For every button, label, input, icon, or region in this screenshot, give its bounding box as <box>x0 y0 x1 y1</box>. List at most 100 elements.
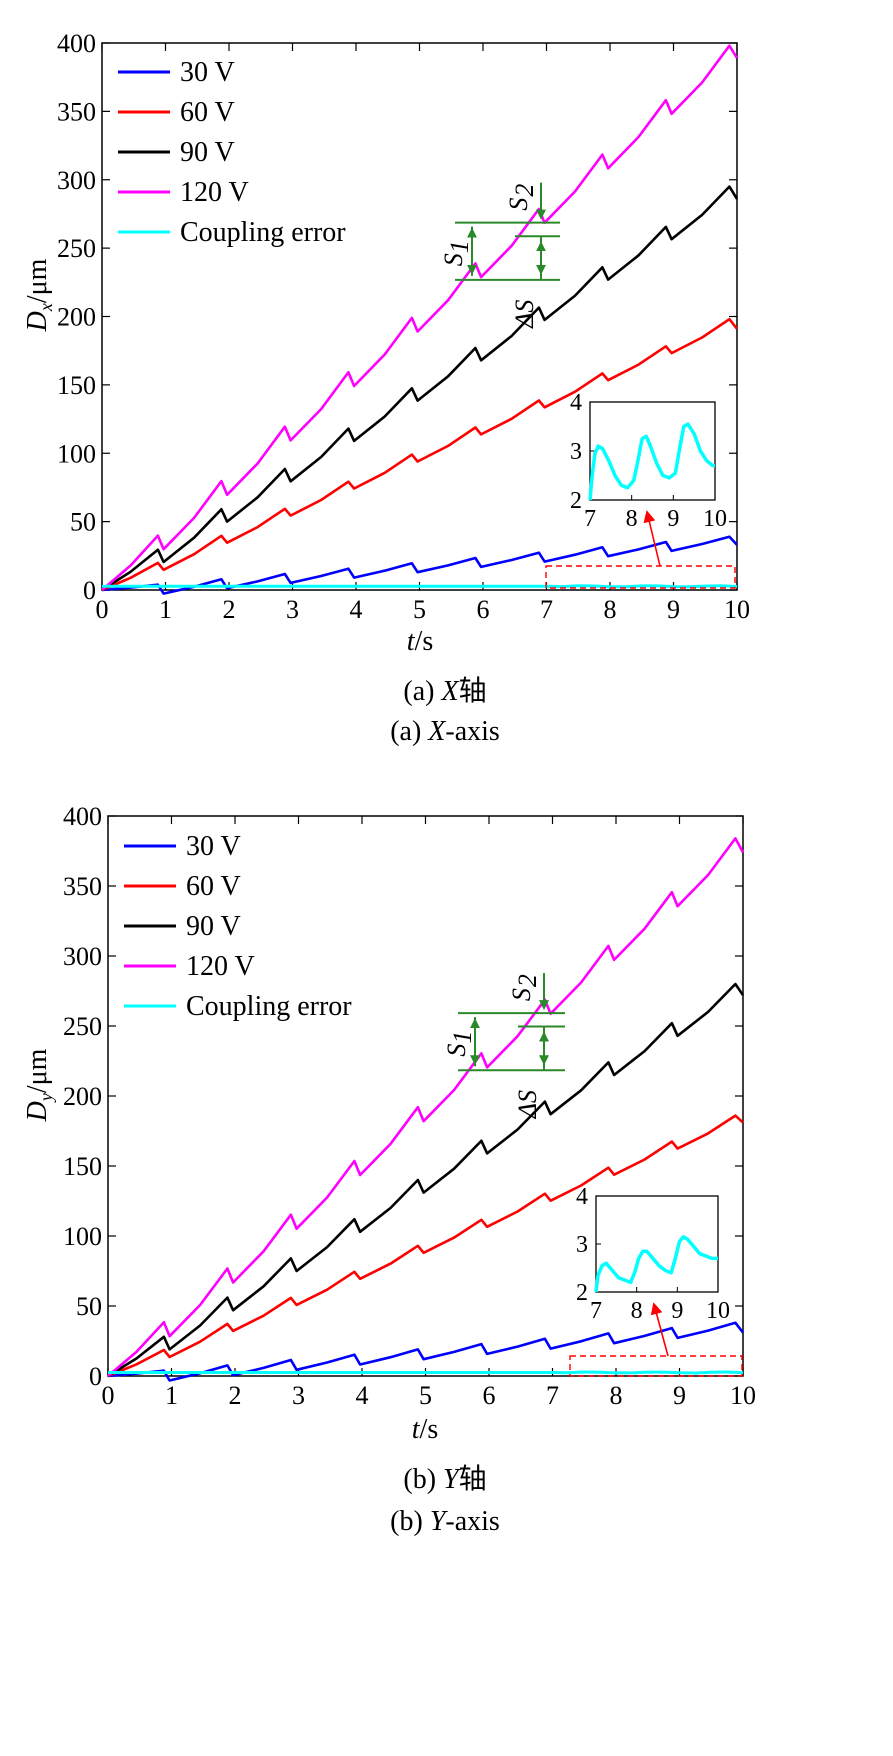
x-tick-label: 5 <box>413 595 426 624</box>
y-tick-label: 350 <box>63 872 102 901</box>
legend-label: 30 V <box>186 831 241 862</box>
x-tick-label: 10 <box>730 1381 756 1410</box>
x-tick-label: 0 <box>96 595 109 624</box>
delta-s-label: ΔS <box>510 300 539 329</box>
inset-x-tick-label: 10 <box>706 1298 730 1324</box>
inset-x-tick-label: 7 <box>584 506 596 532</box>
series-line-3 <box>107 982 745 1378</box>
inset-x-tick-label: 8 <box>626 506 638 532</box>
legend-label: 60 V <box>180 97 235 128</box>
inset-y-tick-label: 2 <box>570 488 582 514</box>
x-axis-label: t/s <box>407 626 433 657</box>
x-tick-label: 10 <box>724 595 750 624</box>
inset-x-tick-label: 7 <box>590 1298 602 1324</box>
legend-label: 90 V <box>180 137 235 168</box>
zoom-arrow <box>650 1302 669 1357</box>
s1-label: S <box>442 1044 471 1057</box>
x-tick-label: 3 <box>292 1381 305 1410</box>
inset-y-tick-label: 2 <box>576 1280 588 1306</box>
zoom-region-box <box>569 1355 743 1377</box>
y-axis-label: Dy/μm <box>22 1048 56 1122</box>
x-tick-label: 2 <box>229 1381 242 1410</box>
y-tick-label: 400 <box>63 802 102 831</box>
zoom-region-box <box>545 565 736 589</box>
y-tick-label: 100 <box>57 439 96 468</box>
inset-y-tick-label: 3 <box>570 439 582 465</box>
series-line-5 <box>102 584 738 589</box>
s2-label: S <box>507 988 536 1001</box>
chart-panel-y-axis: Dy/μm t/s (b) Y轴 (b) Y-axis 0 1 2 3 4 5 6 7 8 9 10… <box>22 802 756 1537</box>
y-tick-label: 400 <box>57 29 96 58</box>
s1-sub-label: 1 <box>445 240 474 253</box>
x-tick-label: 3 <box>286 595 299 624</box>
y-tick-label: 200 <box>57 303 96 332</box>
zoom-arrow <box>643 510 661 567</box>
y-tick-label: 300 <box>57 166 96 195</box>
legend-label: 120 V <box>180 177 249 208</box>
y-tick-label: 100 <box>63 1222 102 1251</box>
x-tick-label: 9 <box>667 595 680 624</box>
x-tick-label: 4 <box>350 595 363 624</box>
y-tick-label: 200 <box>63 1082 102 1111</box>
inset-x-tick-label: 9 <box>667 506 679 532</box>
y-tick-label: 150 <box>63 1152 102 1181</box>
y-tick-label: 150 <box>57 371 96 400</box>
inset-x-tick-label: 9 <box>671 1298 683 1324</box>
y-tick-label: 0 <box>89 1362 102 1391</box>
caption-en: (a) X-axis <box>390 716 500 747</box>
x-tick-label: 1 <box>165 1381 178 1410</box>
series-line-5 <box>108 1370 744 1375</box>
caption-cn: (a) X轴 <box>403 675 486 707</box>
legend-label: 30 V <box>180 57 235 88</box>
y-tick-label: 0 <box>83 576 96 605</box>
inset-coupling-error-line <box>588 422 715 501</box>
x-tick-label: 0 <box>102 1381 115 1410</box>
series-line-1 <box>107 1321 745 1382</box>
series-line-4 <box>101 44 739 591</box>
inset-y-tick-label: 4 <box>570 390 582 416</box>
legend-label: Coupling error <box>186 991 352 1022</box>
y-tick-label: 250 <box>63 1012 102 1041</box>
legend-label: 120 V <box>186 951 255 982</box>
x-axis-label: t/s <box>412 1414 438 1445</box>
x-tick-label: 4 <box>356 1381 369 1410</box>
s2-sub-label: 2 <box>510 184 539 197</box>
series-line-2 <box>107 1114 744 1378</box>
legend-label: Coupling error <box>180 217 346 248</box>
inset-x-tick-label: 10 <box>703 506 727 532</box>
y-tick-label: 50 <box>70 508 96 537</box>
caption-en: (b) Y-axis <box>390 1506 500 1537</box>
x-tick-label: 8 <box>610 1381 623 1410</box>
x-tick-label: 7 <box>546 1381 559 1410</box>
y-tick-label: 250 <box>57 234 96 263</box>
x-tick-label: 5 <box>419 1381 432 1410</box>
x-tick-label: 6 <box>477 595 490 624</box>
inset-y-tick-label: 3 <box>576 1232 588 1258</box>
series-line-2 <box>101 317 739 592</box>
s2-sub-label: 2 <box>513 974 542 987</box>
x-tick-label: 2 <box>223 595 236 624</box>
s1-sub-label: 1 <box>448 1031 477 1044</box>
inset-y-tick-label: 4 <box>576 1184 588 1210</box>
s2-label: S <box>504 198 533 211</box>
s1-label: S <box>439 253 468 266</box>
x-tick-label: 8 <box>604 595 617 624</box>
legend-label: 60 V <box>186 871 241 902</box>
series-line-1 <box>101 535 738 595</box>
y-axis-label: Dx/μm <box>22 258 56 332</box>
series-line-4 <box>107 837 745 1377</box>
x-tick-label: 6 <box>483 1381 496 1410</box>
y-tick-label: 300 <box>63 942 102 971</box>
chart-panel-x-axis: Dx/μm t/s (a) X轴 (a) X-axis 0 1 2 3 4 5 6 7 8 9 10… <box>22 29 750 747</box>
inset-coupling-error-line <box>594 1235 718 1293</box>
series-line-3 <box>101 185 739 592</box>
legend-label: 90 V <box>186 911 241 942</box>
inset-frame <box>595 1195 719 1293</box>
delta-s-label: ΔS <box>513 1090 542 1119</box>
y-tick-label: 350 <box>57 97 96 126</box>
y-tick-label: 50 <box>76 1292 102 1321</box>
x-tick-label: 1 <box>159 595 172 624</box>
inset-x-tick-label: 8 <box>631 1298 643 1324</box>
x-tick-label: 9 <box>673 1381 686 1410</box>
